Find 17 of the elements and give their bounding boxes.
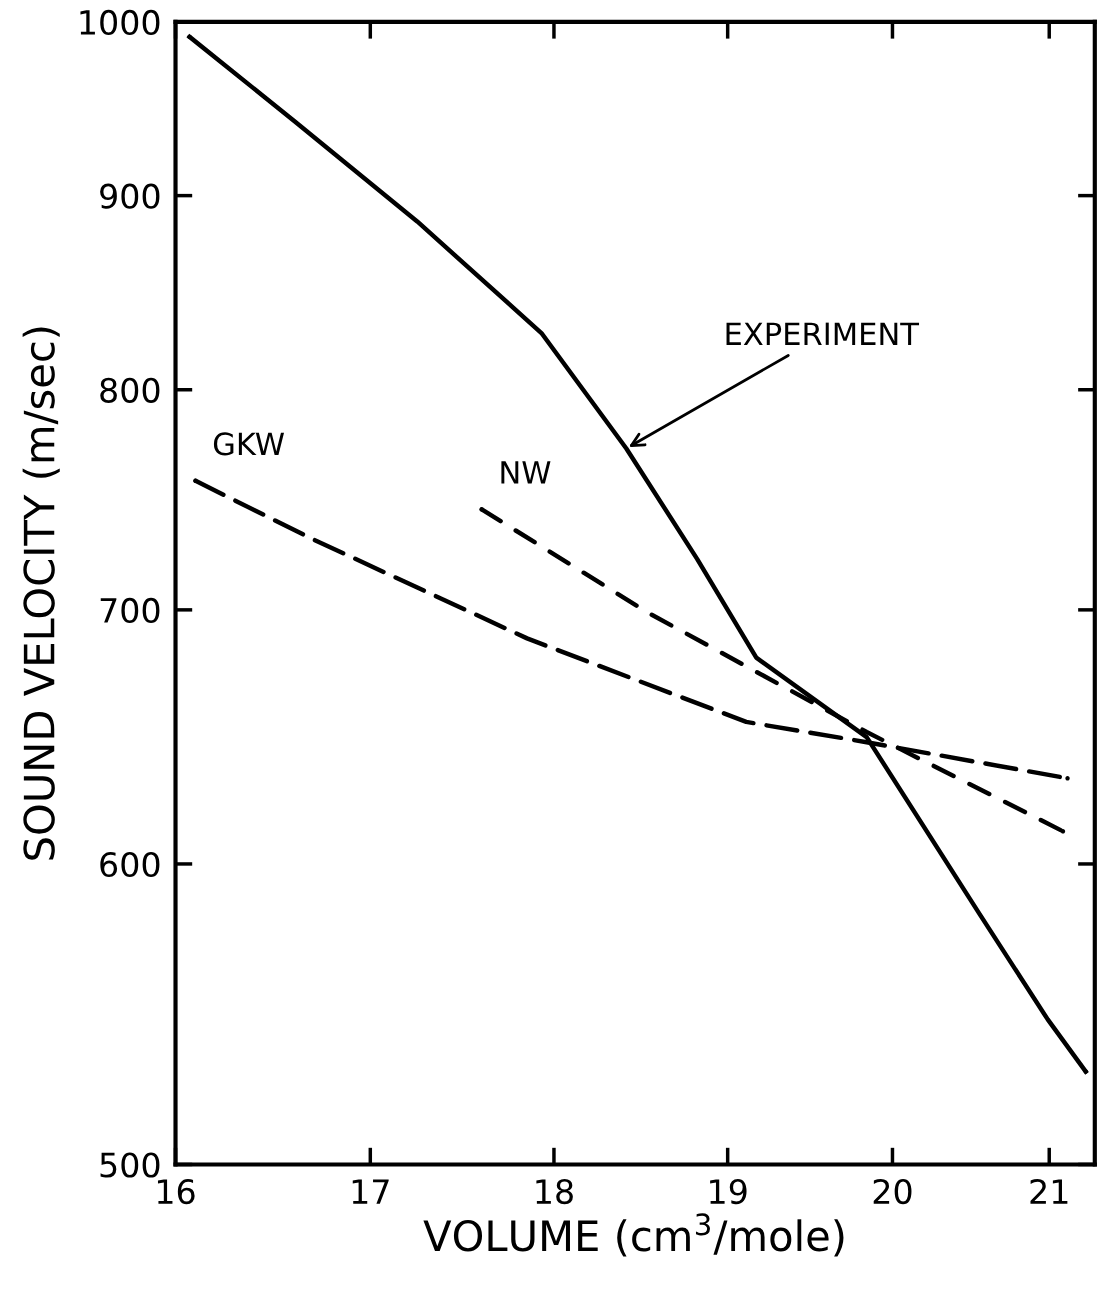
- x-axis-title: VOLUME (cm$^{3}$/mole): [423, 1213, 844, 1257]
- y-tick-label: 900: [100, 183, 160, 209]
- x-tick-label: 18: [536, 1178, 573, 1205]
- y-tick-label: 500: [100, 1152, 160, 1178]
- x-tick-label: 16: [157, 1178, 195, 1205]
- x-tick-label: 17: [352, 1179, 389, 1204]
- annotation: GKW: [213, 432, 285, 456]
- annotation: EXPERIMENT: [726, 322, 920, 345]
- annotation: NW: [501, 461, 551, 484]
- y-tick-label: 700: [100, 597, 160, 623]
- y-axis-title: SOUND VELOCITY (m/sec): [22, 327, 60, 860]
- y-tick-label: 600: [100, 851, 160, 878]
- x-tick-label: 21: [1030, 1178, 1068, 1204]
- y-tick-label: 800: [100, 377, 160, 403]
- y-tick-label: 1000: [80, 9, 160, 36]
- x-tick-label: 19: [710, 1178, 747, 1205]
- x-tick-label: 20: [873, 1178, 912, 1205]
